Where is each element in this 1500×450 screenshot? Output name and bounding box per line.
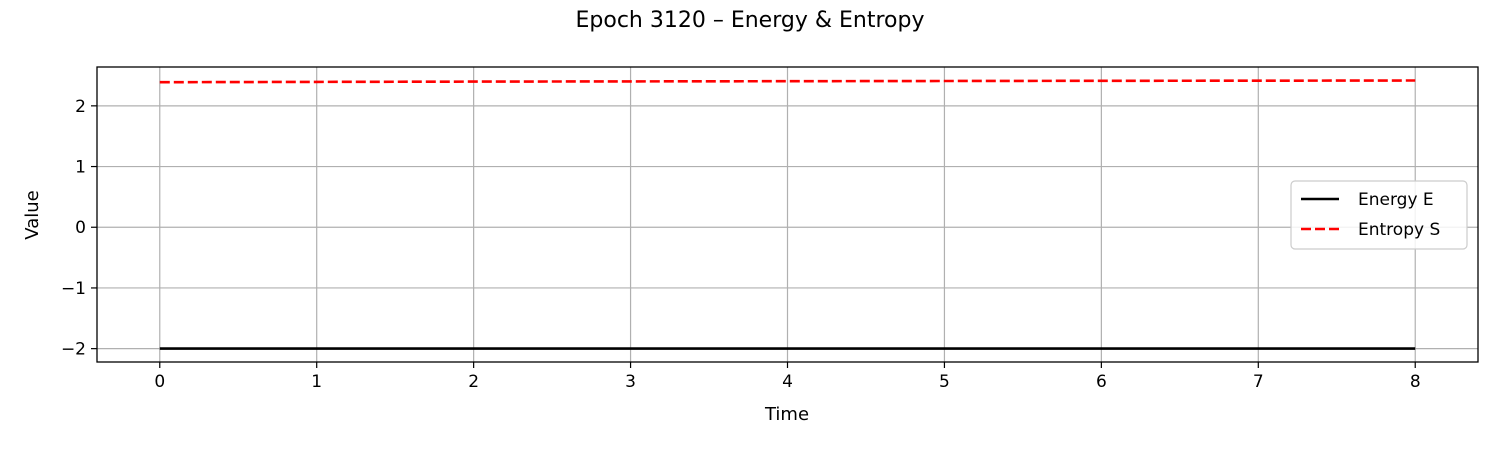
legend-label: Entropy S <box>1358 220 1440 240</box>
ticks: 0 1 2 3 4 5 6 7 8 −2 −1 0 1 2 <box>61 97 1421 392</box>
grid <box>97 67 1478 362</box>
series-group <box>159 79 1416 350</box>
y-tick-label: 1 <box>75 158 86 178</box>
y-tick-label: 0 <box>75 218 86 238</box>
chart-title: Epoch 3120 – Energy & Entropy <box>576 8 925 33</box>
y-axis-label: Value <box>22 190 43 239</box>
x-tick-label: 5 <box>939 372 950 392</box>
y-tick-label: −2 <box>61 340 86 360</box>
x-tick-label: 2 <box>468 372 479 392</box>
x-tick-label: 6 <box>1096 372 1107 392</box>
x-tick-label: 4 <box>782 372 793 392</box>
legend: Energy E Entropy S <box>1290 180 1468 250</box>
x-tick-label: 8 <box>1410 372 1421 392</box>
y-tick-label: −1 <box>61 279 86 299</box>
x-axis-label: Time <box>764 404 809 425</box>
x-tick-label: 1 <box>311 372 322 392</box>
x-tick-label: 0 <box>154 372 165 392</box>
x-tick-label: 7 <box>1253 372 1264 392</box>
y-tick-label: 2 <box>75 97 86 117</box>
legend-label: Energy E <box>1358 190 1434 210</box>
x-tick-label: 3 <box>625 372 636 392</box>
